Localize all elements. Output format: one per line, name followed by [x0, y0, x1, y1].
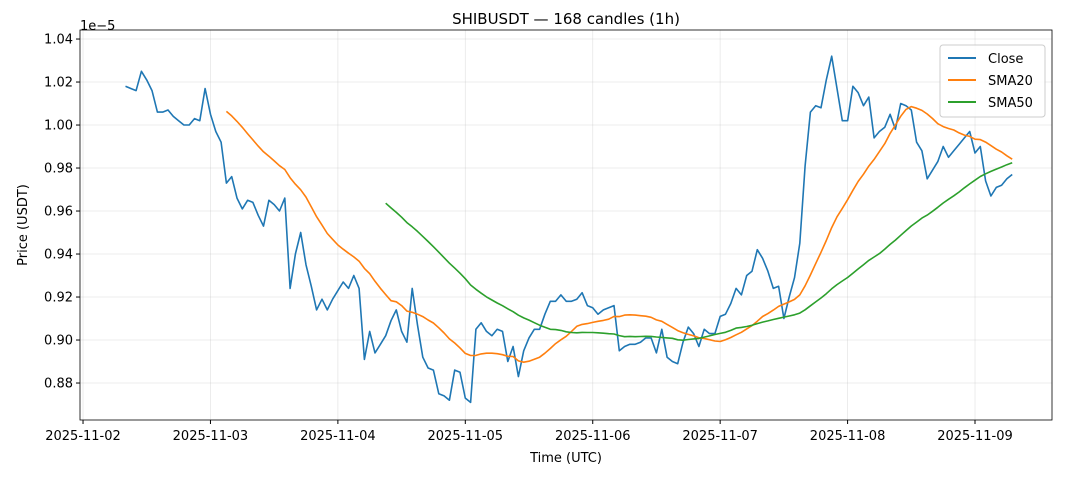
y-tick-label: 0.88 — [44, 377, 73, 392]
legend-label: SMA50 — [988, 96, 1033, 111]
x-tick-label: 2025-11-09 — [937, 429, 1013, 444]
series-line-sma20 — [225, 105, 1013, 364]
legend-label: Close — [988, 52, 1023, 67]
x-tick-label: 2025-11-06 — [555, 429, 631, 444]
x-tick-label: 2025-11-03 — [173, 429, 249, 444]
series-lines — [125, 55, 1013, 404]
y-tick-label: 0.94 — [44, 248, 73, 263]
x-tick-label: 2025-11-08 — [810, 429, 886, 444]
chart-title: SHIBUSDT — 168 candles (1h) — [452, 10, 680, 28]
y-tick-label: 0.92 — [44, 291, 73, 306]
y-axis-label: Price (USDT) — [16, 184, 31, 266]
legend: Close SMA20 SMA50 — [939, 44, 1046, 118]
series-line-sma50 — [385, 161, 1013, 342]
y-offset-label: 1e−5 — [80, 19, 115, 34]
x-tick-label: 2025-11-05 — [428, 429, 504, 444]
plot-frame — [79, 29, 1053, 421]
x-tick-label: 2025-11-07 — [682, 429, 758, 444]
y-tick-label: 0.96 — [44, 205, 73, 220]
x-tick-label: 2025-11-04 — [300, 429, 376, 444]
grid — [80, 30, 1052, 420]
x-tick-label: 2025-11-02 — [45, 429, 121, 444]
y-tick-label: 0.98 — [44, 162, 73, 177]
y-tick-label: 1.02 — [44, 76, 73, 91]
y-tick-label: 0.90 — [44, 334, 73, 349]
y-tick-label: 1.04 — [44, 33, 73, 48]
x-axis-label: Time (UTC) — [529, 451, 602, 466]
y-tick-label: 1.00 — [44, 119, 73, 134]
series-line-close — [125, 55, 1013, 404]
ticks: 2025-11-02 2025-11-03 2025-11-04 2025-11-05… — [44, 33, 1013, 444]
legend-label: SMA20 — [988, 74, 1033, 89]
